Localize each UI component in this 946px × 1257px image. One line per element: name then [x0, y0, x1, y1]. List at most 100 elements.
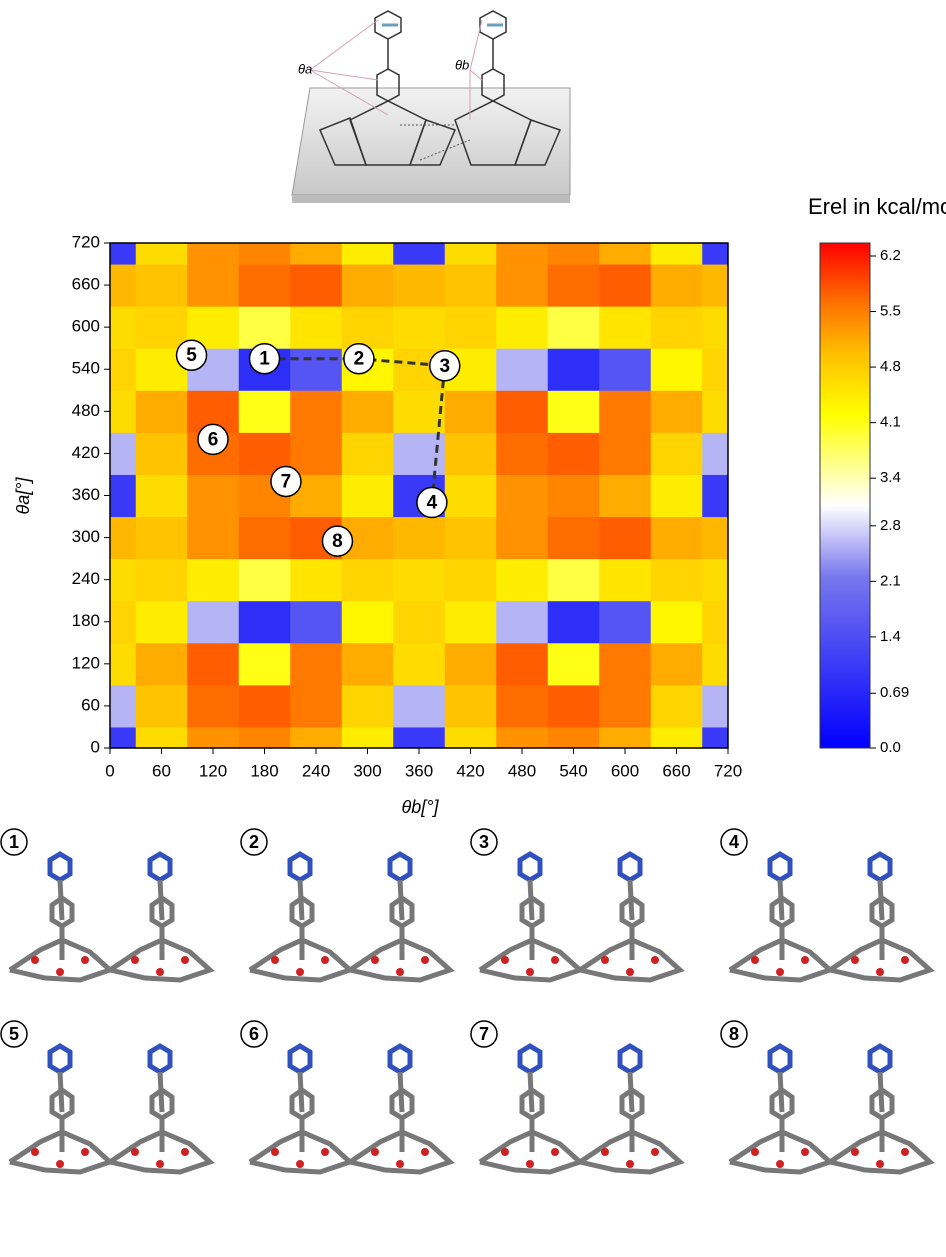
colorbar-tick-label: 0.0: [880, 739, 901, 756]
point-label: 7: [281, 471, 292, 492]
contour-cell: [496, 474, 548, 517]
pyridazine: [50, 854, 70, 880]
oxygen: [526, 968, 534, 976]
point-label: 5: [186, 345, 197, 366]
molecule: [110, 1046, 210, 1172]
contour-cell: [548, 517, 600, 560]
x-tick-label: 240: [302, 761, 330, 780]
contour-cell: [239, 306, 291, 349]
contour-cell: [548, 643, 600, 686]
contour-cell: [548, 474, 600, 517]
oxygen: [131, 956, 139, 964]
y-tick-label: 120: [72, 653, 100, 672]
contour-cell: [239, 517, 291, 560]
contour-cell: [393, 685, 445, 728]
contour-cell: [290, 306, 342, 349]
contour-cell: [136, 643, 188, 686]
pyridazine: [520, 1046, 540, 1072]
contour-cell: [651, 601, 703, 644]
conformer-label: 5: [9, 1024, 19, 1044]
contour-cell: [651, 474, 703, 517]
colorbar-tick-label: 1.4: [880, 628, 901, 645]
oxygen: [626, 968, 634, 976]
oxygen: [801, 1148, 809, 1156]
contour-cell: [548, 601, 600, 644]
contour-cell: [187, 643, 239, 686]
contour-cell: [445, 685, 497, 728]
oxygen: [321, 956, 329, 964]
contour-cell: [445, 517, 497, 560]
molecule: [350, 854, 450, 980]
contour-cell: [290, 559, 342, 602]
oxygen: [551, 956, 559, 964]
oxygen: [156, 968, 164, 976]
contour-cell: [445, 264, 497, 307]
molecule: [350, 1046, 450, 1172]
oxygen: [601, 956, 609, 964]
contour-cell: [187, 264, 239, 307]
oxygen: [551, 1148, 559, 1156]
point-label: 6: [208, 429, 219, 450]
pyridazine: [390, 854, 410, 880]
contour-cell: [548, 685, 600, 728]
contour-cell: [136, 306, 188, 349]
contour-cell: [548, 390, 600, 433]
molecule: [480, 1046, 580, 1172]
contour-cell: [445, 474, 497, 517]
oxygen: [801, 956, 809, 964]
contour-cell: [599, 685, 651, 728]
contour-cell: [187, 517, 239, 560]
schematic-label: θa: [298, 61, 312, 76]
contour-cell: [599, 432, 651, 475]
contour-cell: [548, 432, 600, 475]
molecule: [10, 854, 110, 980]
molecule: [580, 1046, 680, 1172]
oxygen: [271, 956, 279, 964]
oxygen: [501, 1148, 509, 1156]
contour-cell: [496, 601, 548, 644]
point-label: 3: [439, 356, 450, 377]
contour-cell: [496, 643, 548, 686]
molecule: [10, 1046, 110, 1172]
contour-cell: [496, 390, 548, 433]
contour-cell: [187, 474, 239, 517]
pyridazine: [390, 1046, 410, 1072]
contour-cell: [290, 348, 342, 391]
pyridazine: [870, 1046, 890, 1072]
x-tick-label: 600: [611, 761, 639, 780]
contour-cell: [239, 685, 291, 728]
contour-cell: [548, 306, 600, 349]
contour-cell: [599, 306, 651, 349]
contour-cell: [445, 601, 497, 644]
contour-cell: [290, 432, 342, 475]
contour-cell: [290, 390, 342, 433]
contour-cell: [445, 432, 497, 475]
contour-cell: [342, 559, 394, 602]
y-tick-label: 300: [72, 527, 100, 546]
oxygen: [876, 968, 884, 976]
oxygen: [181, 1148, 189, 1156]
pyridazine: [770, 854, 790, 880]
contour-cell: [651, 559, 703, 602]
contour-cell: [496, 306, 548, 349]
colorbar-tick-label: 2.1: [880, 572, 901, 589]
contour-cell: [136, 390, 188, 433]
x-tick-label: 0: [105, 761, 114, 780]
oxygen: [181, 956, 189, 964]
contour-cell: [496, 559, 548, 602]
oxygen: [31, 956, 39, 964]
oxygen: [371, 956, 379, 964]
colorbar-tick-label: 3.4: [880, 469, 901, 486]
contour-cell: [599, 390, 651, 433]
oxygen: [156, 1160, 164, 1168]
contour-cell: [599, 559, 651, 602]
x-tick-label: 540: [559, 761, 587, 780]
contour-cell: [496, 432, 548, 475]
oxygen: [371, 1148, 379, 1156]
x-tick-label: 60: [152, 761, 171, 780]
contour-cell: [496, 264, 548, 307]
point-label: 2: [354, 349, 365, 370]
oxygen: [851, 1148, 859, 1156]
x-tick-label: 300: [353, 761, 381, 780]
oxygen: [31, 1148, 39, 1156]
